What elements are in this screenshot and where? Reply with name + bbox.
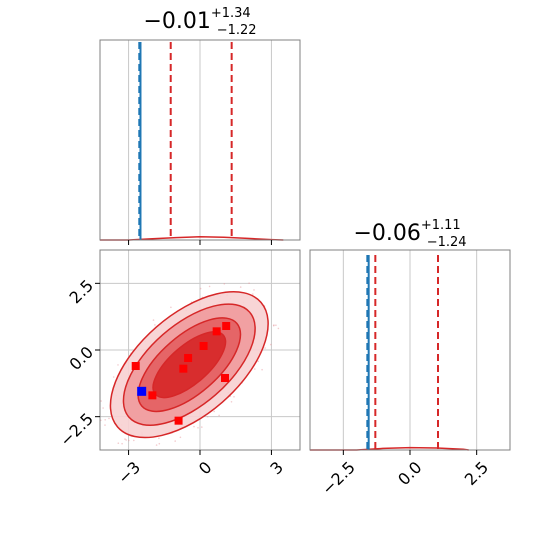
hist-0-tickmarks bbox=[128, 240, 272, 245]
marker-blue-0 bbox=[137, 386, 147, 396]
sample-dot bbox=[248, 282, 250, 285]
marker-red-6 bbox=[131, 362, 140, 370]
sample-dot bbox=[125, 439, 127, 441]
marker-red-4 bbox=[179, 364, 188, 373]
scatter-x-tick-label-0: −3 bbox=[114, 458, 144, 488]
sample-dot bbox=[261, 368, 263, 371]
hist-0-grid bbox=[128, 40, 272, 240]
sample-dot bbox=[273, 324, 275, 326]
sample-dot bbox=[117, 442, 120, 445]
marker-red-7 bbox=[148, 391, 157, 400]
scatter-panel: −3 0 3 −2.5 0.0 2.5 bbox=[56, 249, 301, 488]
sample-dot bbox=[193, 425, 195, 428]
hist-0-title: −0.01+1.34 −1.22 bbox=[143, 6, 256, 38]
hist-1-x-tick-label-0: −2.5 bbox=[318, 458, 359, 499]
sample-dot bbox=[158, 442, 161, 445]
hist-0-title-upper: +1.34 bbox=[211, 6, 251, 21]
sample-dot bbox=[155, 444, 158, 446]
sample-dot bbox=[277, 327, 280, 330]
hist-panel-param-1: −2.5 0.0 2.5 −0.06+1.11 −1.24 bbox=[309, 218, 511, 499]
sample-dot bbox=[154, 324, 156, 326]
sample-dot bbox=[117, 364, 119, 366]
sample-dot bbox=[104, 419, 106, 421]
sample-dot bbox=[104, 424, 106, 426]
sample-dot bbox=[213, 410, 215, 413]
sample-dot bbox=[257, 360, 260, 363]
sample-dot bbox=[254, 368, 256, 370]
density-contours bbox=[100, 282, 280, 446]
sample-dot bbox=[230, 401, 233, 403]
hist-0-title-median: −0.01 bbox=[143, 9, 210, 34]
marker-red-0 bbox=[222, 322, 231, 330]
hist-1-title: −0.06+1.11 −1.24 bbox=[353, 218, 466, 250]
scatter-x-tick-labels: −3 0 3 bbox=[114, 458, 287, 488]
marker-red-8 bbox=[174, 416, 183, 425]
hist-1-title-upper: +1.11 bbox=[421, 218, 461, 233]
hist-1-quantile-lines bbox=[366, 255, 439, 450]
sample-dot bbox=[108, 417, 110, 420]
marker-red-3 bbox=[184, 354, 193, 362]
sample-dot bbox=[112, 376, 115, 378]
scatter-y-tick-label-0: −2.5 bbox=[56, 409, 97, 450]
sample-dot bbox=[239, 286, 242, 288]
scatter-x-tick-label-1: 0 bbox=[195, 458, 216, 479]
sample-dot bbox=[201, 426, 203, 428]
hist-1-tickmarks bbox=[342, 450, 478, 455]
sample-dot bbox=[158, 437, 160, 440]
sample-dot bbox=[174, 440, 176, 442]
marker-red-1 bbox=[212, 327, 221, 336]
sample-dot bbox=[252, 293, 254, 295]
sample-dot bbox=[208, 285, 211, 288]
scatter-y-tick-labels: −2.5 0.0 2.5 bbox=[56, 276, 97, 450]
scatter-x-tick-label-2: 3 bbox=[266, 458, 287, 479]
hist-1-title-median: −0.06 bbox=[353, 221, 420, 246]
sample-dot bbox=[197, 427, 199, 429]
sample-dot bbox=[264, 347, 266, 349]
sample-dot bbox=[253, 289, 255, 291]
sample-dot bbox=[270, 343, 272, 346]
hist-1-x-tick-label-1: 0.0 bbox=[394, 458, 425, 489]
scatter-tickmarks bbox=[95, 282, 272, 455]
sample-dot bbox=[199, 287, 202, 290]
marker-red-5 bbox=[221, 374, 229, 382]
hist-0-title-lower: −1.22 bbox=[217, 23, 257, 38]
sample-dot bbox=[124, 438, 126, 440]
sample-dot bbox=[170, 306, 172, 309]
sample-dot bbox=[128, 439, 130, 442]
sample-dot bbox=[218, 414, 220, 417]
sample-dot bbox=[206, 415, 209, 418]
scatter-y-tick-label-1: 0.0 bbox=[66, 343, 97, 374]
hist-panel-param-0: −0.01+1.34 −1.22 bbox=[99, 6, 301, 245]
hist-1-x-tick-labels: −2.5 0.0 2.5 bbox=[318, 458, 492, 499]
sample-markers bbox=[131, 322, 231, 425]
sample-dot bbox=[133, 439, 135, 442]
sample-dot bbox=[100, 400, 102, 402]
hist-1-grid bbox=[342, 250, 478, 450]
scatter-y-tick-label-2: 2.5 bbox=[66, 276, 97, 307]
sample-dot bbox=[102, 407, 104, 409]
sample-dot bbox=[233, 396, 235, 398]
sample-dot bbox=[121, 442, 123, 445]
hist-1-title-lower: −1.24 bbox=[427, 235, 467, 250]
hist-0-quantile-lines bbox=[138, 42, 233, 240]
hist-1-x-tick-label-2: 2.5 bbox=[461, 458, 492, 489]
sample-dot bbox=[179, 436, 182, 439]
marker-red-2 bbox=[199, 342, 208, 350]
sample-dot bbox=[223, 283, 226, 285]
sample-dot bbox=[152, 319, 155, 321]
sample-dot bbox=[275, 324, 277, 327]
